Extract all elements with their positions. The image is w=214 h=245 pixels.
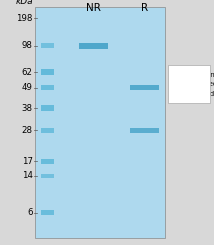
Text: 28: 28: [22, 126, 33, 135]
Text: 98: 98: [22, 41, 33, 50]
Bar: [41, 43, 54, 48]
Bar: [130, 85, 159, 90]
Text: 62: 62: [22, 68, 33, 77]
Bar: [168, 65, 210, 103]
Text: 198: 198: [16, 13, 33, 23]
Text: R: R: [141, 3, 148, 13]
Text: 6: 6: [27, 208, 33, 217]
Text: 38: 38: [22, 104, 33, 113]
Bar: [41, 159, 54, 164]
Bar: [41, 128, 54, 133]
Bar: [79, 43, 108, 49]
Text: 17: 17: [22, 157, 33, 166]
Bar: [41, 174, 54, 178]
Bar: [41, 105, 54, 111]
Bar: [130, 128, 159, 133]
Bar: [41, 85, 54, 90]
Bar: [41, 69, 54, 75]
Text: NR: NR: [86, 3, 101, 13]
Text: 14: 14: [22, 171, 33, 180]
Text: kDa: kDa: [16, 0, 33, 6]
Bar: [35, 7, 165, 238]
Bar: [41, 210, 54, 215]
Text: 2.5 μg loading
NR = Non-reduced
R = Reduced: 2.5 μg loading NR = Non-reduced R = Redu…: [169, 72, 214, 97]
Text: 49: 49: [22, 83, 33, 92]
